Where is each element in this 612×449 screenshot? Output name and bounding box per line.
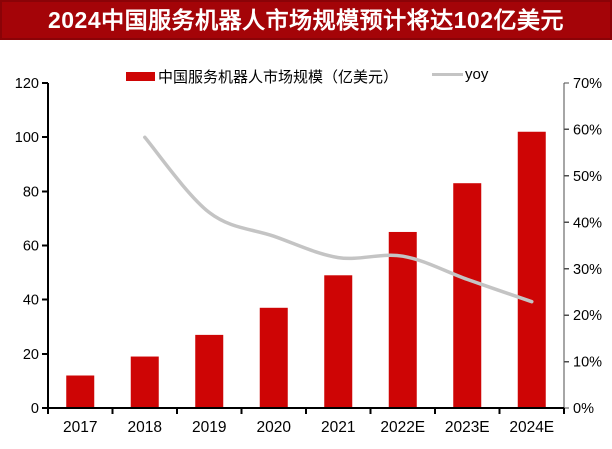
bar-2022E bbox=[388, 231, 417, 408]
bar-2018 bbox=[130, 356, 159, 408]
left-axis-tick-label: 40 bbox=[23, 293, 39, 309]
x-axis-category-label: 2024E bbox=[509, 419, 554, 436]
legend-item-market-size: 中国服务机器人市场规模（亿美元） bbox=[126, 66, 398, 87]
right-axis-tick-label: 60% bbox=[573, 123, 602, 139]
page-title: 2024中国服务机器人市场规模预计将达102亿美元 bbox=[47, 6, 565, 33]
x-axis-category-label: 2018 bbox=[128, 419, 162, 436]
chart-area: 中国服务机器人市场规模（亿美元） yoy 0 20 40 60 80 100 120 0% 10… bbox=[0, 40, 612, 444]
left-axis-tick-label: 0 bbox=[31, 401, 39, 417]
right-axis-tick-label: 20% bbox=[573, 308, 602, 324]
left-axis-tick-label: 120 bbox=[15, 76, 39, 92]
x-axis-category-label: 2019 bbox=[192, 419, 226, 436]
x-axis-category-label: 2020 bbox=[257, 419, 292, 436]
left-axis-tick-label: 100 bbox=[15, 130, 39, 146]
right-axis-tick-label: 40% bbox=[573, 215, 602, 231]
x-axis-category-label: 2022E bbox=[380, 419, 425, 436]
right-axis-tick-label: 30% bbox=[573, 262, 602, 278]
x-axis-category-label: 2017 bbox=[63, 419, 97, 436]
left-axis-tick-label: 20 bbox=[23, 347, 39, 363]
legend-item-yoy: yoy bbox=[432, 66, 488, 83]
bar-2019 bbox=[195, 334, 224, 409]
title-banner: 2024中国服务机器人市场规模预计将达102亿美元 bbox=[0, 0, 612, 40]
bar-2021 bbox=[324, 275, 353, 408]
x-axis-category-label: 2021 bbox=[321, 419, 355, 436]
x-axis-category-label: 2023E bbox=[445, 419, 490, 436]
right-axis-tick-label: 70% bbox=[573, 76, 602, 92]
bar-2017 bbox=[66, 375, 95, 408]
left-axis-tick-label: 60 bbox=[23, 239, 39, 255]
right-axis-tick-label: 10% bbox=[573, 355, 602, 371]
right-axis-tick-label: 50% bbox=[573, 169, 602, 185]
line-series-swatch-icon bbox=[432, 72, 463, 77]
bar-2020 bbox=[259, 307, 288, 408]
yoy-line bbox=[143, 135, 534, 304]
legend-label-market-size: 中国服务机器人市场规模（亿美元） bbox=[158, 69, 399, 86]
legend-label-yoy: yoy bbox=[465, 66, 489, 83]
bar-series-swatch-icon bbox=[126, 72, 155, 81]
market-size-yoy-combo-chart: 0 20 40 60 80 100 120 0% 10% 20% 30% 40% 50% 60% 70% 20… bbox=[15, 76, 602, 436]
right-axis-tick-label: 0% bbox=[573, 401, 594, 417]
bar-2023E bbox=[453, 183, 482, 408]
left-axis-tick-label: 80 bbox=[23, 184, 39, 200]
bar-2024E bbox=[517, 131, 546, 408]
